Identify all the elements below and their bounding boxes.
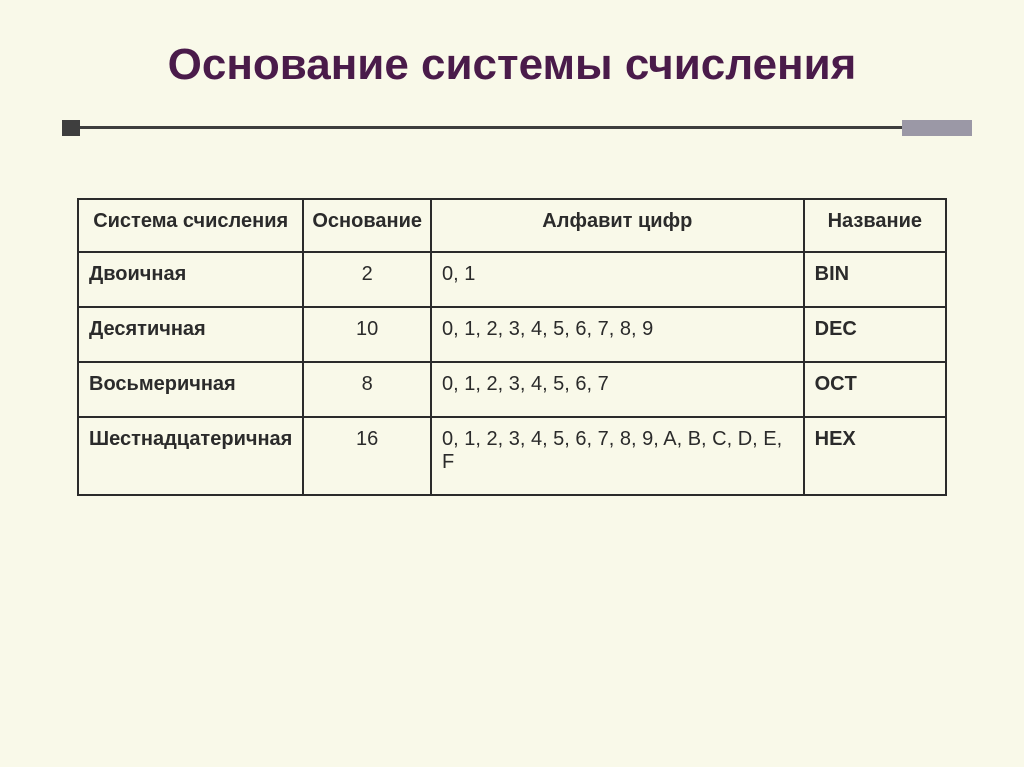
- number-systems-table: Система счисления Основание Алфавит цифр…: [77, 198, 947, 496]
- rule-block-right: [902, 120, 972, 136]
- table-row: Двоичная 2 0, 1 BIN: [78, 252, 946, 307]
- cell-base: 10: [303, 307, 431, 362]
- rule-line: [62, 126, 962, 129]
- title-rule: [62, 118, 962, 138]
- cell-system: Двоичная: [78, 252, 303, 307]
- col-header-alpha: Алфавит цифр: [431, 199, 804, 252]
- cell-alpha: 0, 1, 2, 3, 4, 5, 6, 7: [431, 362, 804, 417]
- slide: Основание системы счисления Система счис…: [0, 0, 1024, 767]
- table-row: Шестнадцатеричная 16 0, 1, 2, 3, 4, 5, 6…: [78, 417, 946, 495]
- cell-base: 8: [303, 362, 431, 417]
- cell-name: HEX: [804, 417, 946, 495]
- cell-system: Десятичная: [78, 307, 303, 362]
- table-row: Восьмеричная 8 0, 1, 2, 3, 4, 5, 6, 7 OC…: [78, 362, 946, 417]
- col-header-base: Основание: [303, 199, 431, 252]
- cell-base: 16: [303, 417, 431, 495]
- cell-name: DEC: [804, 307, 946, 362]
- col-header-name: Название: [804, 199, 946, 252]
- cell-alpha: 0, 1, 2, 3, 4, 5, 6, 7, 8, 9, A, B, C, D…: [431, 417, 804, 495]
- page-title: Основание системы счисления: [62, 40, 962, 90]
- col-header-system: Система счисления: [78, 199, 303, 252]
- table-row: Десятичная 10 0, 1, 2, 3, 4, 5, 6, 7, 8,…: [78, 307, 946, 362]
- cell-alpha: 0, 1: [431, 252, 804, 307]
- cell-name: BIN: [804, 252, 946, 307]
- cell-name: OCT: [804, 362, 946, 417]
- table-header-row: Система счисления Основание Алфавит цифр…: [78, 199, 946, 252]
- rule-block-left: [62, 120, 80, 136]
- cell-alpha: 0, 1, 2, 3, 4, 5, 6, 7, 8, 9: [431, 307, 804, 362]
- cell-system: Шестнадцатеричная: [78, 417, 303, 495]
- cell-base: 2: [303, 252, 431, 307]
- cell-system: Восьмеричная: [78, 362, 303, 417]
